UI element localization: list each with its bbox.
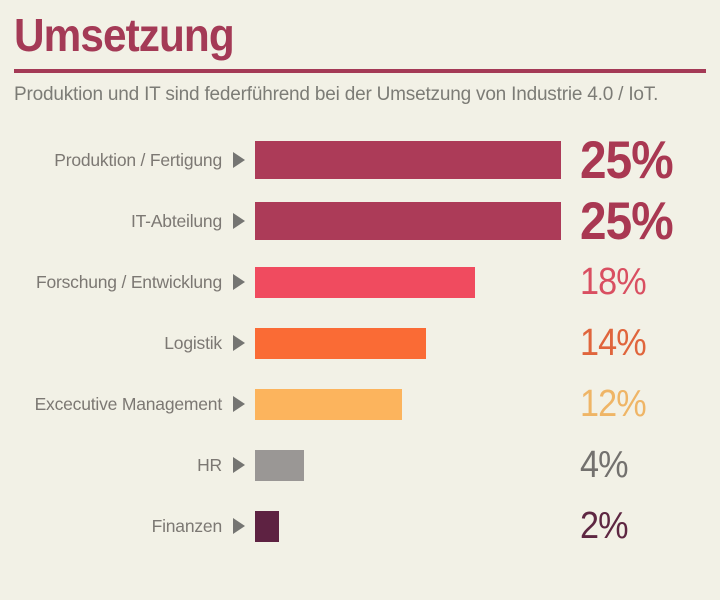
bar-value: 25% xyxy=(580,191,674,251)
title-underline xyxy=(14,68,706,73)
bar-label: Finanzen xyxy=(151,515,223,536)
bar xyxy=(255,327,426,359)
header: Umsetzung Produktion und IT sind federfü… xyxy=(0,0,720,106)
bar-chart-row-1: IT-Abteilung 25% xyxy=(0,191,720,252)
bar xyxy=(255,510,279,542)
triangle-glyph xyxy=(232,274,245,291)
bar-label: IT-Abteilung xyxy=(131,210,222,231)
triangle-marker-icon xyxy=(222,274,255,291)
bar-label: Forschung / Entwicklung xyxy=(35,271,222,292)
bar-track xyxy=(255,327,580,359)
triangle-glyph xyxy=(232,518,245,535)
bar xyxy=(255,141,561,180)
triangle-glyph xyxy=(232,152,245,169)
bar-label: HR xyxy=(197,454,222,475)
bar-value: 18% xyxy=(580,261,647,304)
bar-track xyxy=(255,266,580,298)
bar-value: 2% xyxy=(580,505,629,548)
triangle-glyph xyxy=(232,396,245,413)
bar-label: Logistik xyxy=(164,332,222,353)
bar xyxy=(255,202,561,241)
triangle-marker-icon xyxy=(222,457,255,474)
triangle-glyph xyxy=(232,457,245,474)
bar-chart-row-4: Excecutive Management 12% xyxy=(0,374,720,435)
triangle-marker-icon xyxy=(222,335,255,352)
bar xyxy=(255,449,304,481)
triangle-marker-icon xyxy=(222,518,255,535)
bar-chart-row-2: Forschung / Entwicklung 18% xyxy=(0,252,720,313)
triangle-glyph xyxy=(232,335,245,352)
bar-chart-row-6: Finanzen 2% xyxy=(0,496,720,557)
page-title: Umsetzung xyxy=(14,9,235,61)
triangle-marker-icon xyxy=(222,213,255,230)
bar xyxy=(255,388,402,420)
bar-value: 14% xyxy=(580,322,647,365)
bar-track xyxy=(255,449,580,481)
triangle-glyph xyxy=(232,213,245,230)
bar xyxy=(255,266,475,298)
triangle-marker-icon xyxy=(222,152,255,169)
bar-label: Produktion / Fertigung xyxy=(54,149,222,170)
bar-track xyxy=(255,202,580,241)
bar-value: 4% xyxy=(580,444,629,487)
bar-track xyxy=(255,141,580,180)
bar-track xyxy=(255,510,580,542)
bar-value: 25% xyxy=(580,130,674,190)
bar-value: 12% xyxy=(580,383,647,426)
triangle-marker-icon xyxy=(222,396,255,413)
bar-track xyxy=(255,388,580,420)
bar-label: Excecutive Management xyxy=(34,393,223,414)
bar-chart: Produktion / Fertigung 25% IT-Abteilung … xyxy=(0,130,720,557)
page-subtitle: Produktion und IT sind federführend bei … xyxy=(14,83,659,105)
bar-chart-row-0: Produktion / Fertigung 25% xyxy=(0,130,720,191)
bar-chart-row-3: Logistik 14% xyxy=(0,313,720,374)
bar-chart-row-5: HR 4% xyxy=(0,435,720,496)
